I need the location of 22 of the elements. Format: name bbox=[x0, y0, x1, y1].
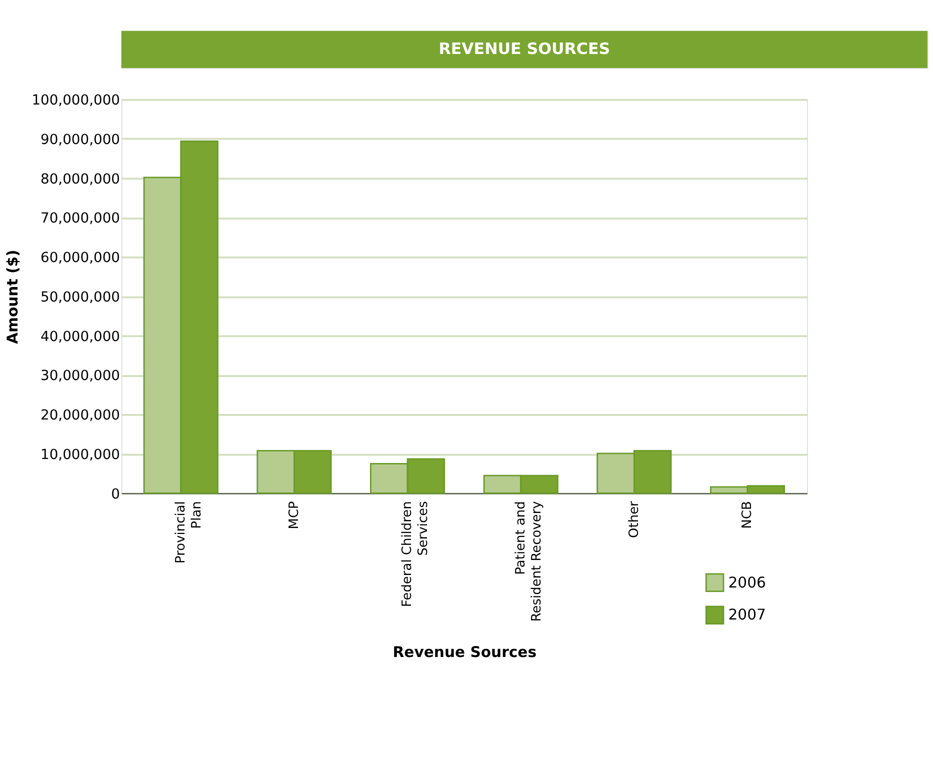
x-tick-label: Patient and Resident Recovery bbox=[514, 500, 544, 622]
y-tick-label: 50,000,000 bbox=[40, 289, 120, 306]
x-tick-label: Provincial Plan bbox=[174, 501, 204, 564]
x-tick-label: MCP bbox=[286, 500, 302, 530]
chart-title: REVENUE SOURCES bbox=[438, 39, 610, 58]
y-tick-label: 100,000,000 bbox=[32, 92, 120, 109]
x-tick-label: Other bbox=[626, 500, 642, 538]
y-tick-label: 20,000,000 bbox=[40, 408, 120, 424]
legend-label: 2007 bbox=[728, 606, 766, 624]
x-axis-title: Revenue Sources bbox=[392, 644, 537, 661]
y-tick-label: 70,000,000 bbox=[40, 210, 120, 227]
y-tick-label: 30,000,000 bbox=[40, 368, 120, 384]
y-tick-label: 60,000,000 bbox=[40, 250, 120, 266]
y-tick-label: 10,000,000 bbox=[40, 446, 120, 463]
x-tick-label: Federal Children Services bbox=[400, 500, 431, 608]
legend-label: 2006 bbox=[728, 574, 766, 592]
x-tick-label: NCB bbox=[740, 501, 756, 529]
y-tick-label: 80,000,000 bbox=[40, 171, 120, 188]
y-tick-label: 0 bbox=[111, 486, 120, 502]
y-axis-title: Amount ($) bbox=[4, 250, 22, 344]
y-tick-label: 90,000,000 bbox=[40, 132, 120, 148]
y-tick-label: 40,000,000 bbox=[40, 328, 120, 345]
